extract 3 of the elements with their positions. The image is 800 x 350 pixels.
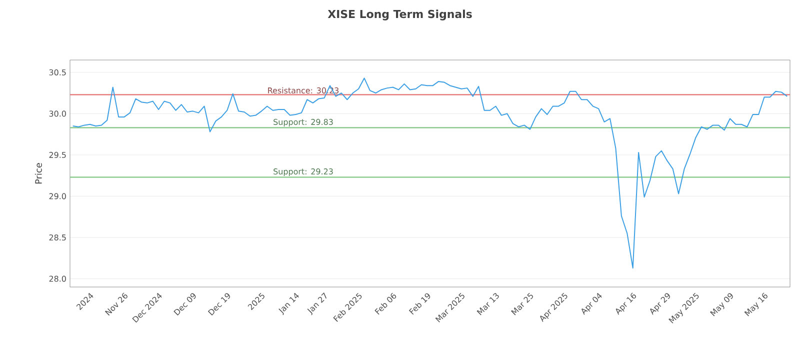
chart-title: XISE Long Term Signals — [328, 10, 472, 20]
y-axis-title: Price — [34, 163, 42, 184]
line-series — [72, 78, 788, 269]
